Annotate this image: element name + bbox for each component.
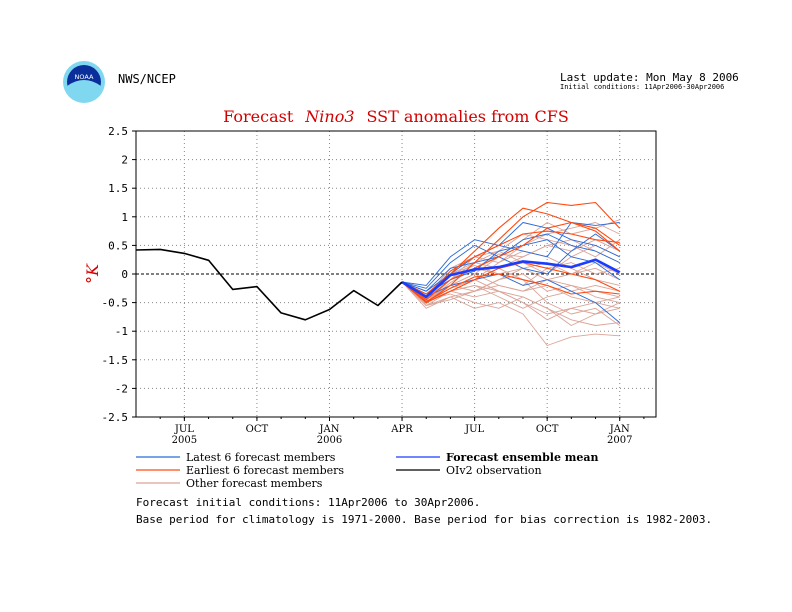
legend: Latest 6 forecast members Forecast ensemb… — [136, 451, 599, 490]
footer-base-period: Base period for climatology is 1971-2000… — [136, 513, 713, 526]
y-tick-label: -2 — [115, 382, 128, 395]
x-tick-year: 2007 — [607, 435, 632, 446]
title-part-1: Forecast — [223, 107, 294, 126]
x-tick-label: JAN — [318, 424, 339, 435]
logo-text: NOAA — [75, 73, 94, 81]
x-tick-label: JUL — [174, 424, 194, 435]
noaa-logo: NOAA — [63, 61, 105, 103]
latest-member-line — [401, 233, 620, 289]
other-member-line — [401, 262, 620, 300]
chart-title: Forecast Nino3 SST anomalies from CFS — [0, 107, 792, 126]
y-tick-label: 0.5 — [108, 239, 128, 252]
earliest-member-line — [401, 273, 620, 303]
last-update: Last update: Mon May 8 2006 — [560, 71, 739, 84]
x-tick-label: OCT — [536, 424, 559, 435]
y-tick-label: -1.5 — [102, 354, 129, 367]
other-member-line — [401, 281, 620, 326]
y-tick-label: -1 — [115, 325, 128, 338]
y-tick-label: 2 — [121, 154, 128, 167]
title-part-2: Nino3 — [305, 107, 355, 126]
legend-label: Earliest 6 forecast members — [186, 464, 344, 477]
y-tick-label: 0 — [121, 268, 128, 281]
grid — [136, 131, 656, 417]
x-tick-year: 2006 — [317, 435, 342, 446]
y-tick-label: 2.5 — [108, 125, 128, 138]
series — [135, 201, 621, 346]
y-tick-label: 1 — [121, 211, 128, 224]
y-tick-label: -0.5 — [102, 297, 129, 310]
x-tick-year: 2005 — [172, 435, 197, 446]
x-tick-label: JAN — [609, 424, 630, 435]
observation-line — [135, 248, 403, 321]
x-tick-label: APR — [390, 424, 413, 435]
legend-label: Other forecast members — [186, 477, 323, 490]
title-part-3: SST anomalies from CFS — [366, 107, 569, 126]
x-tick-label: OCT — [246, 424, 269, 435]
latest-member-line — [401, 222, 620, 292]
legend-label: Latest 6 forecast members — [186, 451, 336, 464]
initial-conditions: Initial conditions: 11Apr2006-30Apr2006 — [560, 83, 725, 91]
other-member-line — [401, 279, 620, 306]
latest-member-line — [401, 273, 620, 323]
earliest-member-line — [401, 221, 621, 301]
footer-initial-conditions: Forecast initial conditions: 11Apr2006 t… — [136, 496, 481, 509]
legend-label: Forecast ensemble mean — [446, 451, 599, 464]
legend-label: OIv2 observation — [446, 464, 542, 477]
ensemble-mean-line — [401, 258, 621, 299]
x-tick-label: JUL — [464, 424, 484, 435]
y-tick-label: 1.5 — [108, 182, 128, 195]
y-tick-label: -2.5 — [102, 411, 129, 424]
y-axis-label: °K — [83, 263, 102, 284]
earliest-member-line — [401, 201, 621, 304]
other-member-line — [401, 279, 620, 321]
org-name: NWS/NCEP — [118, 72, 176, 86]
